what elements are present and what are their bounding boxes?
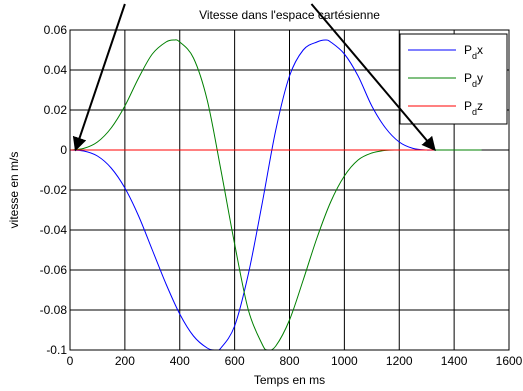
ticks: 0 200 400 600 800 1000 1200 1400 1600 0.06 0.04 0.0… xyxy=(40,23,523,368)
series-line-x xyxy=(70,39,482,350)
x-tick-label: 400 xyxy=(170,354,190,368)
y-tick-label: -0.04 xyxy=(40,223,68,237)
legend-entry: Pdz xyxy=(464,99,483,117)
y-tick-label: 0.06 xyxy=(44,23,68,37)
series-layer xyxy=(70,39,482,350)
x-tick-label: 1000 xyxy=(331,354,358,368)
x-tick-label: 1200 xyxy=(386,354,413,368)
legend-entry: Pdy xyxy=(464,71,483,89)
x-tick-label: 1600 xyxy=(496,354,523,368)
x-tick-label: 200 xyxy=(115,354,135,368)
legend: Pdx Pdy Pdz xyxy=(399,33,508,125)
y-axis-label: vitesse en m/s xyxy=(7,152,21,229)
x-tick-label: 1400 xyxy=(441,354,468,368)
y-tick-label: -0.1 xyxy=(46,343,67,357)
x-tick-label: 800 xyxy=(279,354,299,368)
y-tick-label: -0.06 xyxy=(40,263,68,277)
x-axis-label: Temps en ms xyxy=(254,373,325,387)
x-tick-label: 0 xyxy=(67,354,74,368)
plot-frame xyxy=(69,29,510,351)
legend-box xyxy=(399,33,508,125)
x-tick-label: 600 xyxy=(225,354,245,368)
series-line-y xyxy=(70,39,482,350)
legend-entry: Pdx xyxy=(464,43,483,61)
y-tick-label: -0.02 xyxy=(40,183,68,197)
y-tick-label: 0.04 xyxy=(44,63,68,77)
annotation-arrow xyxy=(310,3,436,152)
annotations xyxy=(72,3,436,152)
y-tick-label: -0.08 xyxy=(40,303,68,317)
chart-title: Vitesse dans l'espace cartésienne xyxy=(199,8,380,22)
annotation-arrow xyxy=(72,3,126,152)
y-tick-label: 0.02 xyxy=(44,103,68,117)
y-tick-label: 0 xyxy=(60,143,67,157)
